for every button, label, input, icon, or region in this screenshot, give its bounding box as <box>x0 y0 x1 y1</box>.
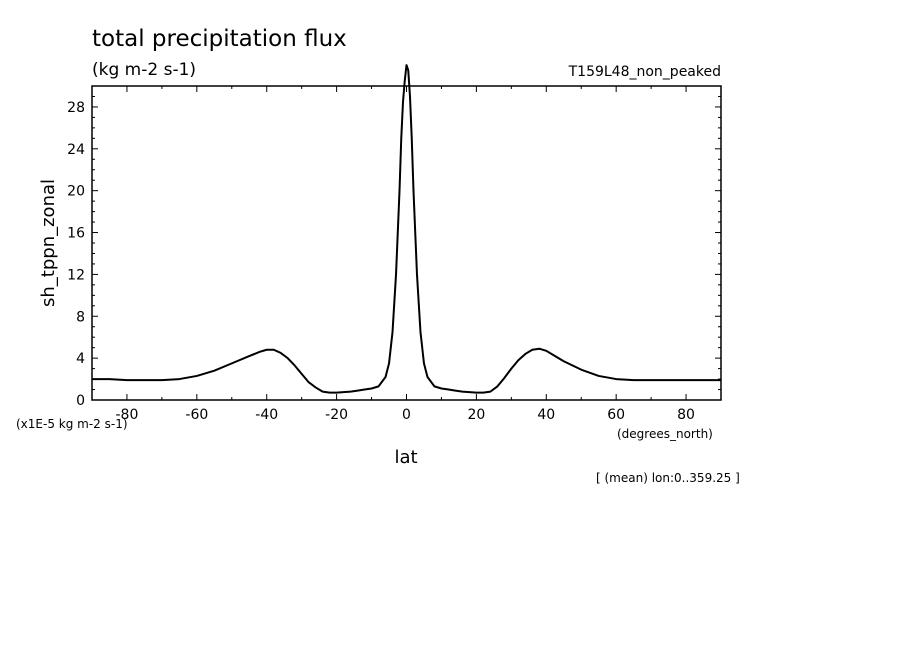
x-tick-label: 60 <box>607 407 625 423</box>
x-tick-label: 80 <box>677 407 695 423</box>
y-tick-label: 8 <box>76 309 85 325</box>
x-tick-label: -40 <box>255 407 278 423</box>
axis-ticks <box>91 85 722 401</box>
x-tick-label: -60 <box>185 407 208 423</box>
plot-area: -80 -60 -40 -20 0 20 40 60 80 0 4 8 12 16 20 24 28 <box>67 64 722 423</box>
plot-frame <box>91 85 722 401</box>
tick-labels: -80 -60 -40 -20 0 20 40 60 80 0 4 8 12 16 20 24 28 <box>67 100 695 423</box>
y-tick-label: 20 <box>67 184 85 200</box>
y-axis-label: sh_tppn_zonal <box>38 179 59 307</box>
footer-note: [ (mean) lon:0..359.25 ] <box>596 471 740 485</box>
run-label: T159L48_non_peaked <box>568 64 721 80</box>
x-axis-label: lat <box>394 447 417 468</box>
series-line <box>92 64 721 394</box>
y-tick-label: 4 <box>76 351 85 367</box>
x-tick-label: 40 <box>537 407 555 423</box>
x-units-label: (degrees_north) <box>617 427 713 441</box>
chart-units: (kg m-2 s-1) <box>92 60 196 80</box>
y-tick-label: 24 <box>67 142 85 158</box>
chart-title: total precipitation flux <box>92 26 347 52</box>
y-scale-note: (x1E-5 kg m-2 s-1) <box>16 417 128 431</box>
y-tick-label: 16 <box>67 226 85 242</box>
x-tick-label: 0 <box>402 407 411 423</box>
x-tick-label: 20 <box>467 407 485 423</box>
series-layer <box>92 64 721 394</box>
y-tick-label: 0 <box>76 393 85 409</box>
x-tick-label: -20 <box>325 407 348 423</box>
y-tick-label: 28 <box>67 100 85 116</box>
y-tick-label: 12 <box>67 267 85 283</box>
x-tick-label: -80 <box>116 407 139 423</box>
